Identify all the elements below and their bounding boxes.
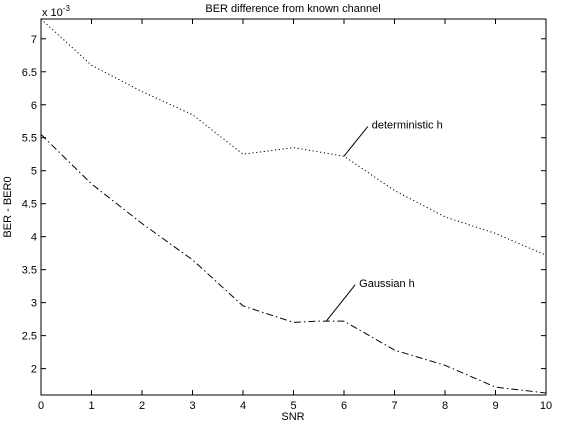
annotation-label-2: Gaussian h xyxy=(359,278,415,290)
x-axis: 0 1 2 3 4 5 6 7 8 9 10 xyxy=(38,19,552,412)
annotation-leader-2 xyxy=(325,284,356,322)
x-tick-label: 10 xyxy=(540,400,552,412)
y-axis: 2 2.5 3 3.5 4 4.5 5 5.5 6 6.5 7 xyxy=(22,34,546,376)
y-tick-label: 2 xyxy=(31,364,37,376)
x-tick-label: 9 xyxy=(492,400,498,412)
x-tick-label: 3 xyxy=(189,400,195,412)
x-tick-label: 6 xyxy=(341,400,347,412)
y-multiplier-label: x 10-3 xyxy=(42,4,70,19)
y-tick-label: 5 xyxy=(31,166,37,178)
y-axis-title: BER - BER0 xyxy=(2,176,14,237)
y-multiplier-exponent: -3 xyxy=(63,4,71,13)
y-tick-label: 3 xyxy=(31,298,37,310)
series-line-1 xyxy=(40,18,547,256)
y-tick-label: 7 xyxy=(31,34,37,46)
x-tick-label: 5 xyxy=(290,400,296,412)
y-tick-label: 3.5 xyxy=(22,265,37,277)
annotation-layer: deterministic h Gaussian h xyxy=(325,120,443,322)
x-tick-label: 4 xyxy=(240,400,246,412)
x-tick-label: 8 xyxy=(442,400,448,412)
x-axis-title: SNR xyxy=(281,411,304,423)
y-tick-label: 4 xyxy=(31,232,37,244)
y-tick-label: 6 xyxy=(31,100,37,112)
y-tick-label: 4.5 xyxy=(22,199,37,211)
chart-title: BER difference from known channel xyxy=(205,3,380,15)
y-multiplier-base: x 10 xyxy=(42,7,63,19)
y-tick-label: 5.5 xyxy=(22,133,37,145)
series-line-2 xyxy=(40,134,547,394)
annotation-leader-1 xyxy=(343,126,369,157)
x-tick-label: 2 xyxy=(139,400,145,412)
x-tick-label: 0 xyxy=(38,400,44,412)
x-tick-label: 7 xyxy=(391,400,397,412)
y-tick-label: 6.5 xyxy=(22,67,37,79)
series-layer xyxy=(40,18,547,394)
annotation-label-1: deterministic h xyxy=(372,120,443,132)
y-tick-label: 2.5 xyxy=(22,331,37,343)
plot-frame xyxy=(40,18,547,396)
x-tick-label: 1 xyxy=(88,400,94,412)
